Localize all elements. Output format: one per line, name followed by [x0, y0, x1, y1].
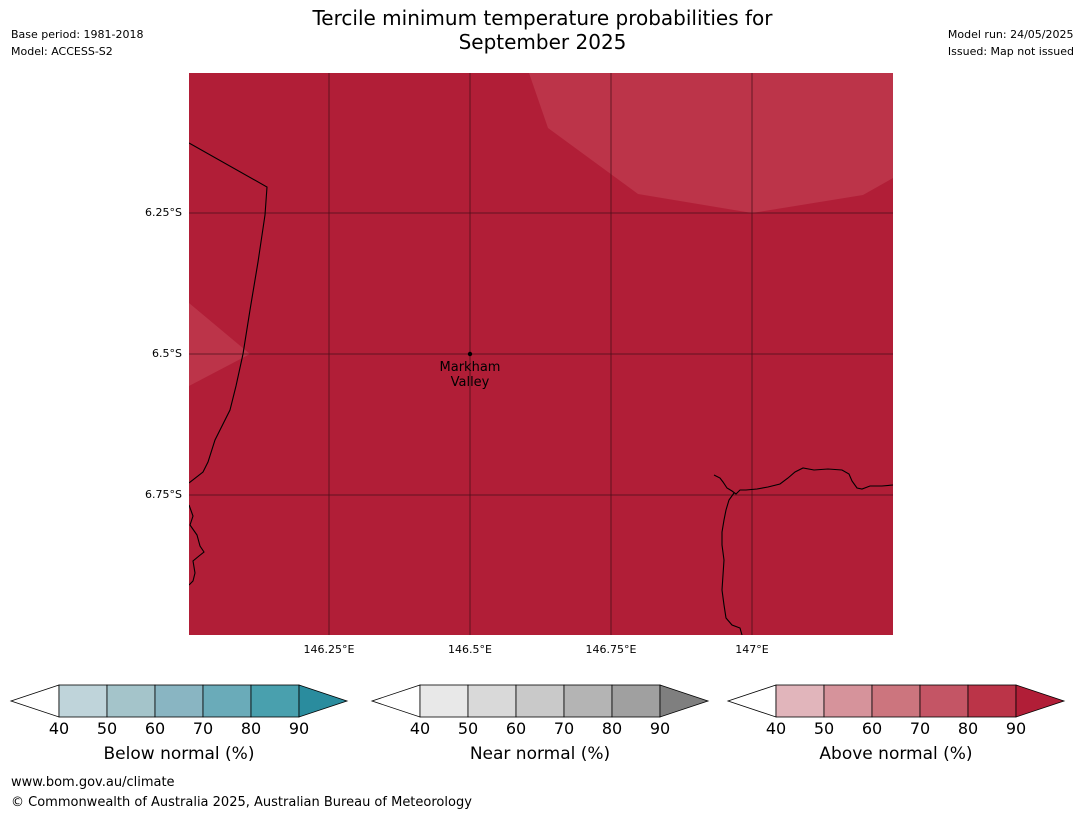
above-normal-legend-swatch — [823, 684, 873, 718]
below-normal-legend-swatch — [250, 684, 300, 718]
meta-left: Base period: 1981-2018 Model: ACCESS-S2 — [11, 26, 143, 60]
below-normal-legend-swatch — [106, 684, 156, 718]
above-normal-legend-swatch — [967, 684, 1017, 718]
lat-label-6-25: 6.25°S — [145, 206, 182, 219]
coastline-west — [189, 504, 205, 586]
lat-label-6-75: 6.75°S — [145, 488, 182, 501]
province-boundary — [189, 142, 268, 484]
above-normal-legend-swatch — [775, 684, 825, 718]
above-normal-legend-tick-label: 50 — [813, 719, 835, 738]
above-normal-legend-title: Above normal (%) — [819, 744, 973, 764]
lon-label-146-75: 146.75°E — [585, 643, 637, 656]
issued-text: Issued: Map not issued — [947, 45, 1074, 58]
near-normal-legend-tick-label: 60 — [505, 719, 527, 738]
legend-bars — [9, 684, 1066, 718]
boundaries — [189, 142, 893, 635]
place-label-markham-valley: Markham Valley — [440, 360, 501, 390]
above-normal-legend-upper-extension — [1015, 684, 1066, 718]
below-normal-legend-tick-label: 50 — [96, 719, 118, 738]
near-normal-legend-lower-extension — [370, 684, 421, 718]
below-normal-legend-swatch — [202, 684, 252, 718]
map-title: Tercile minimum temperature probabilitie… — [0, 6, 1085, 54]
near-normal-legend-title: Near normal (%) — [469, 744, 611, 764]
below-normal-legend-title: Below normal (%) — [103, 744, 255, 764]
above-normal-legend-lower-extension — [726, 684, 777, 718]
below-normal-legend-tick-label: 40 — [48, 719, 70, 738]
coastline-east — [713, 467, 893, 495]
model-run-text: Model run: 24/05/2025 — [947, 28, 1074, 41]
below-normal-legend-tick-label: 70 — [192, 719, 214, 738]
below-normal-legend-tick-label: 60 — [144, 719, 166, 738]
below-normal-legend-tick-label: 80 — [240, 719, 262, 738]
map-area — [189, 73, 893, 635]
below-normal-legend-swatch — [58, 684, 108, 718]
near-normal-legend-tick-label: 90 — [649, 719, 671, 738]
above-normal-legend-tick-label: 70 — [909, 719, 931, 738]
near-normal-legend-tick-label: 40 — [409, 719, 431, 738]
above-normal-legend-tick-label: 60 — [861, 719, 883, 738]
graticule — [189, 73, 893, 635]
map-title-line1: Tercile minimum temperature probabilitie… — [312, 6, 773, 30]
place-label-line1: Markham — [439, 360, 501, 375]
place-marker — [467, 351, 473, 357]
lon-label-146-25: 146.25°E — [303, 643, 355, 656]
lon-label-147: 147°E — [735, 643, 769, 656]
base-period-text: Base period: 1981-2018 — [11, 28, 144, 41]
below-normal-legend-tick-label: 90 — [288, 719, 310, 738]
near-normal-legend-swatch — [467, 684, 517, 718]
lon-label-146-5: 146.5°E — [448, 643, 492, 656]
near-normal-legend-swatch — [563, 684, 613, 718]
near-normal-legend-swatch — [419, 684, 469, 718]
near-normal-legend-tick-label: 80 — [601, 719, 623, 738]
lighter-probability-patch-north — [529, 73, 893, 213]
footer-url: www.bom.gov.au/climate — [11, 775, 175, 790]
above-normal-legend-tick-label: 90 — [1005, 719, 1027, 738]
map-title-line2: September 2025 — [458, 30, 627, 54]
above-normal-legend-tick-label: 80 — [957, 719, 979, 738]
near-normal-legend-tick-label: 50 — [457, 719, 479, 738]
above-normal-legend-swatch — [919, 684, 969, 718]
meta-right: Model run: 24/05/2025 Issued: Map not is… — [948, 26, 1074, 60]
near-normal-legend-swatch — [515, 684, 565, 718]
place-label-line2: Valley — [450, 375, 490, 390]
near-normal-legend-swatch — [611, 684, 661, 718]
lat-label-6-5: 6.5°S — [152, 347, 182, 360]
lighter-probability-patch-west — [189, 303, 250, 386]
above-normal-legend-tick-label: 40 — [765, 719, 787, 738]
near-normal-legend-upper-extension — [659, 684, 710, 718]
above-normal-legend-swatch — [871, 684, 921, 718]
river-east — [721, 492, 743, 635]
near-normal-legend-tick-label: 70 — [553, 719, 575, 738]
model-text: Model: ACCESS-S2 — [11, 45, 113, 58]
below-normal-legend-lower-extension — [9, 684, 60, 718]
below-normal-legend-swatch — [154, 684, 204, 718]
footer-copyright: © Commonwealth of Australia 2025, Austra… — [11, 795, 472, 810]
below-normal-legend-upper-extension — [298, 684, 349, 718]
